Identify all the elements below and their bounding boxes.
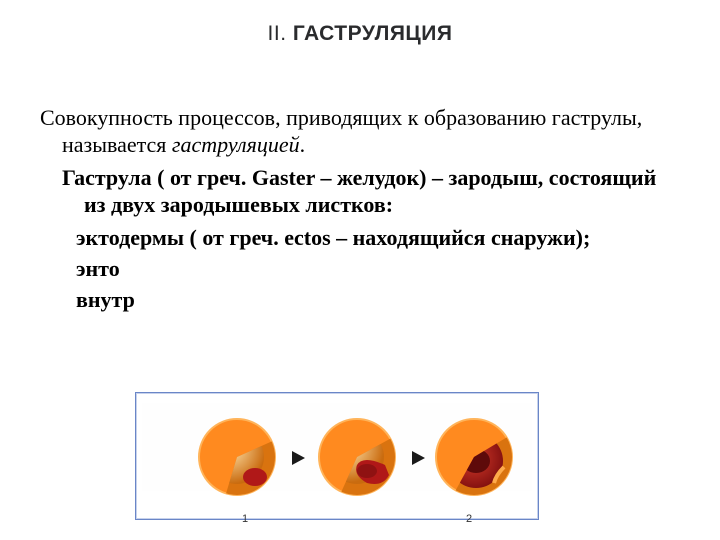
p1-b: гаструляцией [172, 132, 300, 157]
paragraph-4b: внутр [40, 286, 680, 313]
p1-c: . [300, 132, 306, 157]
figure-band [142, 403, 532, 491]
slide-title: II. ГАСТРУЛЯЦИЯ [40, 22, 680, 46]
paragraph-1: Совокупность процессов, приводящих к обр… [40, 104, 680, 158]
slide-body: Совокупность процессов, приводящих к обр… [40, 104, 680, 313]
gastrulation-figure: 1 2 [135, 392, 539, 520]
paragraph-4a: энто [40, 255, 680, 282]
arrow-1 [292, 451, 305, 465]
arrow-2 [412, 451, 425, 465]
slide: II. ГАСТРУЛЯЦИЯ Совокупность процессов, … [0, 0, 720, 540]
figure-label-1: 1 [242, 513, 248, 525]
embryo-stage-1 [197, 417, 277, 497]
paragraph-3: эктодермы ( от греч. еctos – находящийся… [40, 224, 680, 251]
figure-label-2: 2 [466, 513, 472, 525]
title-text: ГАСТРУЛЯЦИЯ [293, 22, 453, 45]
p1-a: Совокупность процессов, приводящих к обр… [40, 105, 642, 157]
embryo-stage-3 [434, 417, 514, 497]
paragraph-2: Гаструла ( от греч. Gaster – желудок) – … [40, 164, 680, 218]
p2-text: Гаструла ( от греч. Gaster – желудок) – … [62, 164, 680, 218]
title-prefix: II. [268, 22, 287, 45]
embryo-stage-2 [317, 417, 397, 497]
